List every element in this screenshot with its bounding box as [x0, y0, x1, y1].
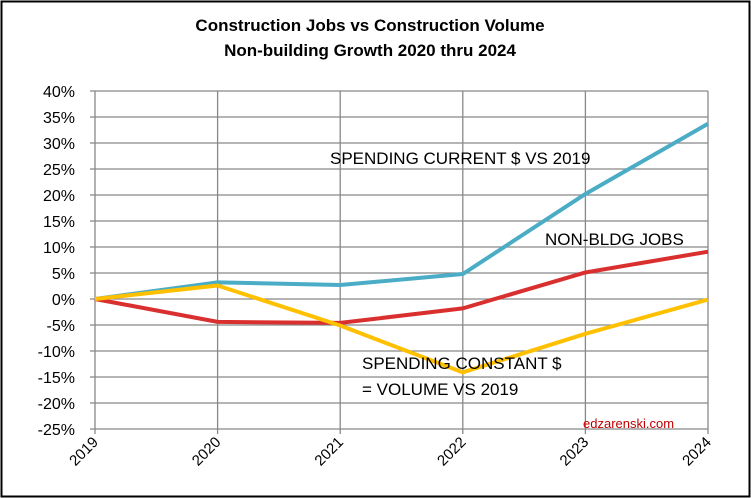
annotation-spending-current: SPENDING CURRENT $ VS 2019 — [330, 149, 590, 168]
y-tick-label: 5% — [52, 266, 75, 283]
watermark: edzarenski.com — [583, 416, 674, 431]
annotation-spending-constant: SPENDING CONSTANT $ — [362, 354, 562, 373]
annotation-non-bldg-jobs: NON-BLDG JOBS — [545, 230, 684, 249]
y-tick-label: 25% — [43, 162, 75, 179]
y-tick-label: -10% — [38, 344, 75, 361]
y-tick-label: -5% — [47, 318, 75, 335]
chart-title-line-2: Non-building Growth 2020 thru 2024 — [224, 41, 516, 60]
y-tick-label: 20% — [43, 188, 75, 205]
y-tick-label: -15% — [38, 370, 75, 387]
annotation-volume: = VOLUME VS 2019 — [362, 380, 518, 399]
series-line-1 — [94, 249, 709, 325]
y-tick-label: 35% — [43, 110, 75, 127]
series-line-0 — [94, 122, 709, 301]
series-line-2 — [94, 283, 709, 375]
y-tick-label: -25% — [38, 422, 75, 439]
y-tick-label: 0% — [52, 292, 75, 309]
y-tick-label: 15% — [43, 214, 75, 231]
chart-title-line-1: Construction Jobs vs Construction Volume — [195, 16, 544, 35]
y-tick-label: -20% — [38, 396, 75, 413]
y-tick-label: 10% — [43, 240, 75, 257]
y-tick-label: 30% — [43, 136, 75, 153]
y-tick-label: 40% — [43, 84, 75, 101]
